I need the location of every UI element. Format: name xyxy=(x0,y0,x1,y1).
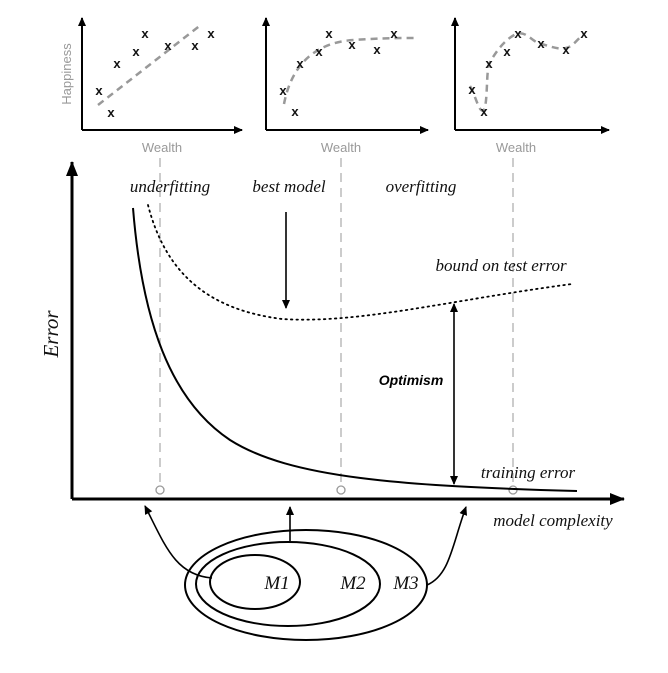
panel3-marker: x xyxy=(468,82,476,97)
optimism-label: Optimism xyxy=(379,372,444,388)
x-axis-label: model complexity xyxy=(493,511,613,530)
panel3-marker: x xyxy=(480,104,488,119)
panel1-marker: x xyxy=(207,26,215,41)
panel-underfit: x x x x x x x x Happiness Wealth xyxy=(59,17,243,155)
arrow-m3-to-overfit xyxy=(426,506,467,586)
panel3-marker: x xyxy=(537,36,545,51)
main-axes: Error model complexity xyxy=(39,161,625,530)
panel1-marker: x xyxy=(132,44,140,59)
bound-on-test-error-label: bound on test error xyxy=(435,256,567,275)
training-error-label: training error xyxy=(481,463,576,482)
panel3-fit-curve xyxy=(468,31,585,112)
nested-model-sets: M1 M2 M3 xyxy=(184,529,428,641)
guide-marker-best xyxy=(336,485,346,495)
panel3-marker: x xyxy=(562,42,570,57)
region-label-overfitting: overfitting xyxy=(386,177,457,196)
panel-overfit: x x x x x x x x Wealth xyxy=(451,17,610,155)
panel3-marker: x xyxy=(514,26,522,41)
panel2-marker: x xyxy=(291,104,299,119)
panel1-marker: x xyxy=(164,38,172,53)
region-label-best-model: best model xyxy=(252,177,325,196)
panel2-marker: x xyxy=(390,26,398,41)
training-error-curve xyxy=(132,207,578,492)
panel2-marker: x xyxy=(279,83,287,98)
panel1-fit-line xyxy=(97,23,203,106)
panel2-marker: x xyxy=(373,42,381,57)
panel2-fit-curve xyxy=(282,36,417,105)
test-error-bound-curve xyxy=(147,204,573,321)
guide-lines xyxy=(155,158,518,495)
model-label-m3: M3 xyxy=(392,573,418,594)
panel1-ylabel: Happiness xyxy=(59,43,74,105)
panel2-xlabel: Wealth xyxy=(321,140,361,155)
model-set-m3 xyxy=(184,529,428,641)
panel2-marker: x xyxy=(296,56,304,71)
panel1-marker: x xyxy=(107,105,115,120)
panel2-marker: x xyxy=(348,37,356,52)
panel3-xlabel: Wealth xyxy=(496,140,536,155)
model-set-m2 xyxy=(195,541,381,627)
model-set-m1 xyxy=(209,554,301,610)
arrow-m1-to-underfit xyxy=(144,505,213,579)
guide-marker-overfit xyxy=(508,485,518,495)
panel3-marker: x xyxy=(580,26,588,41)
panel3-marker: x xyxy=(503,44,511,59)
panel2-marker: x xyxy=(325,26,333,41)
guide-marker-underfit xyxy=(155,485,165,495)
y-axis-label: Error xyxy=(39,310,63,359)
panel-best-fit: x x x x x x x x Wealth xyxy=(262,17,429,155)
panel1-marker: x xyxy=(113,56,121,71)
panel1-marker: x xyxy=(191,38,199,53)
model-label-m1: M1 xyxy=(263,573,289,594)
model-label-m2: M2 xyxy=(339,573,366,594)
panel3-marker: x xyxy=(485,56,493,71)
panel1-xlabel: Wealth xyxy=(142,140,182,155)
panel2-marker: x xyxy=(315,44,323,59)
region-label-underfitting: underfitting xyxy=(130,177,210,196)
panel1-marker: x xyxy=(141,26,149,41)
panel1-marker: x xyxy=(95,83,103,98)
